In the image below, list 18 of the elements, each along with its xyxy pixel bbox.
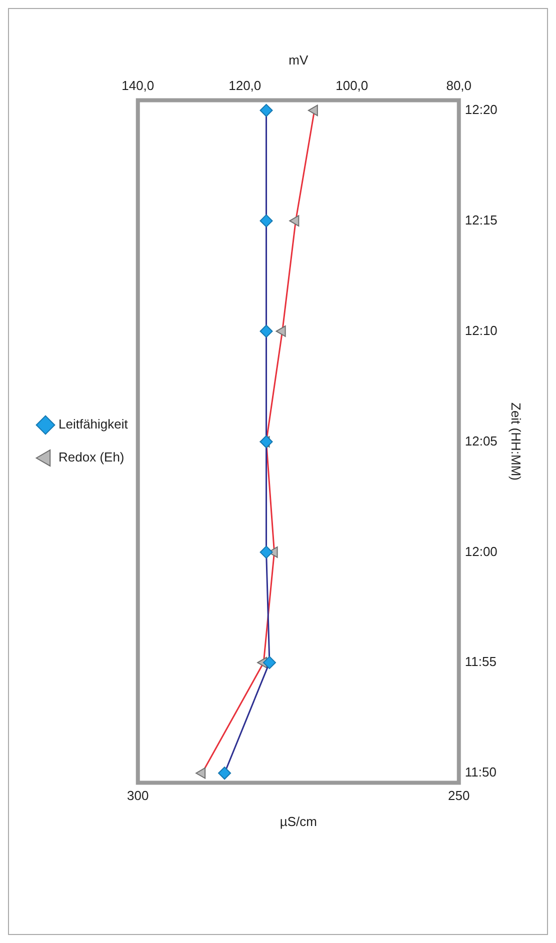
- x-tick-label: 300: [127, 788, 149, 804]
- x2-tick-label: 140,0: [122, 78, 154, 93]
- y-tick-label: 12:10: [464, 322, 498, 338]
- x2-tick-label: 100,0: [336, 78, 368, 93]
- y-tick-label: 12:00: [464, 544, 498, 559]
- legend-label: Leitfähigkeit: [58, 416, 128, 432]
- x-axis-title: µS/cm: [280, 814, 317, 829]
- legend-label: Redox (Eh): [58, 450, 124, 465]
- x2-tick-label: 80,0: [446, 78, 472, 93]
- y-tick-label: 11:55: [464, 654, 496, 670]
- x2-axis-title: mV: [288, 52, 308, 68]
- x-tick-label: 250: [448, 788, 470, 804]
- y-tick-label: 11:50: [464, 764, 496, 780]
- x2-tick-label: 120,0: [228, 78, 262, 93]
- y-tick-label: 12:15: [464, 212, 498, 228]
- y-axis-title: Zeit (HH:MM): [508, 402, 524, 480]
- y-tick-label: 12:20: [464, 102, 498, 117]
- y-tick-label: 12:05: [464, 433, 498, 448]
